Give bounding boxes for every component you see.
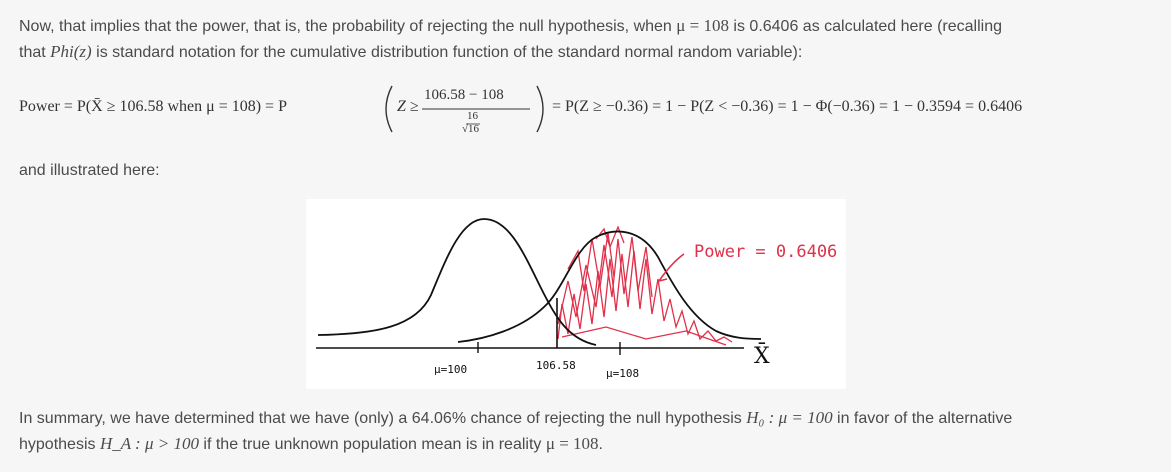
cutoff-label: 106.58 — [536, 359, 576, 372]
mu0-label: μ=100 — [434, 363, 467, 376]
text-segment: is 0.6406 as calculated here (recalling — [728, 18, 1003, 35]
math-alt-hypothesis: H_A : μ > 100 — [99, 434, 199, 453]
power-equation: Power = P(X̄ ≥ 106.58 when μ = 108) = P … — [19, 84, 1171, 144]
null-distribution-curve — [317, 218, 597, 346]
close-paren — [536, 85, 544, 133]
open-paren — [385, 85, 393, 133]
text-segment: . — [598, 436, 603, 453]
power-arrow — [658, 253, 685, 282]
equation-z-ge: Z ≥ — [397, 98, 419, 115]
alternative-distribution-curve — [457, 230, 762, 343]
inner-fraction-bar — [466, 123, 480, 125]
mu1-label: μ=108 — [606, 367, 639, 380]
equation-lhs: Power = P(X̄ ≥ 106.58 when μ = 108) = P — [19, 98, 287, 115]
intro-paragraph: Now, that implies that the power, that i… — [19, 13, 1149, 65]
text-segment: if the true unknown population mean is i… — [198, 436, 546, 453]
text-segment: in favor of the alternative — [832, 410, 1013, 427]
illustrated-here-text: and illustrated here: — [19, 162, 160, 179]
math-phi-notation: Phi(z) — [50, 42, 92, 61]
power-sketch: Power = 0.6406 X̄ μ=100 106.58 μ=108 — [316, 218, 837, 380]
power-sketch-figure: Power = 0.6406 X̄ μ=100 106.58 μ=108 — [306, 199, 846, 389]
x-axis-label: X̄ — [754, 342, 770, 369]
text-segment: hypothesis — [19, 436, 100, 453]
fraction-bar — [422, 108, 530, 110]
math-mu-108: μ = 108 — [676, 16, 729, 35]
power-label: Power = 0.6406 — [694, 242, 837, 262]
text-segment: that — [19, 44, 51, 61]
fraction-numerator: 106.58 − 108 — [424, 87, 504, 103]
fraction-denominator-bottom: √16 — [462, 123, 480, 135]
math-null-hypothesis: H₀ : μ = 100 — [746, 408, 833, 427]
text-segment: In summary, we have determined that we h… — [19, 410, 747, 427]
text-segment: is standard notation for the cumulative … — [91, 44, 803, 61]
fraction-denominator-top: 16 — [467, 110, 478, 122]
summary-paragraph: In summary, we have determined that we h… — [19, 405, 1149, 457]
math-mu-108: μ = 108 — [545, 434, 599, 453]
text-segment: Now, that implies that the power, that i… — [19, 18, 677, 35]
equation-rhs: = P(Z ≥ −0.36) = 1 − P(Z < −0.36) = 1 − … — [552, 98, 1023, 115]
